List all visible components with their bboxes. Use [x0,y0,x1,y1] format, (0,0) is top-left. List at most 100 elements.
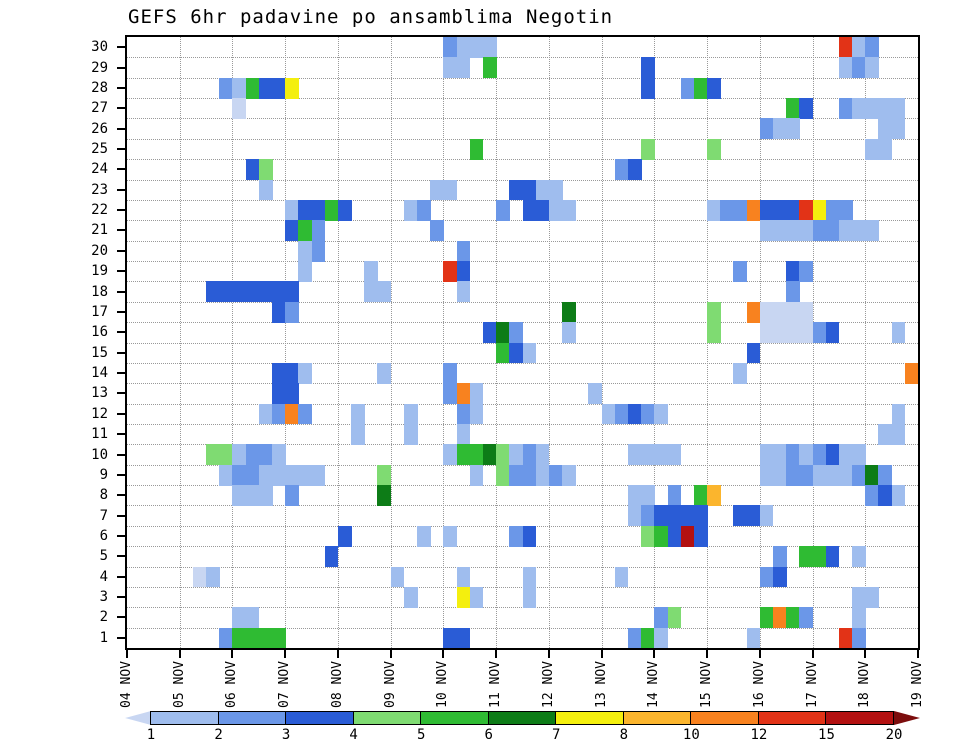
heatmap-cell [786,444,800,466]
h-gridline [127,98,918,100]
heatmap-cell [324,199,339,221]
heatmap-cell [285,301,299,323]
heatmap-cell [219,281,233,303]
heatmap-cell [562,301,576,323]
heatmap-cell [456,403,471,425]
heatmap-cell [258,77,273,99]
legend-tick-label: 6 [484,727,493,742]
heatmap-cell [891,322,906,343]
chart-title: GEFS 6hr padavine po ansamblima Negotin [128,6,614,28]
heatmap-cell [746,301,761,323]
y-tick [117,433,125,436]
y-tick-label: 2 [99,609,108,626]
heatmap-cell [759,444,774,466]
legend: 1 2 3 4 5 6 7 8 10 12 15 20 [125,711,921,742]
y-tick [117,107,125,110]
x-tick [126,650,128,658]
x-tick [284,650,287,658]
heatmap-cell [799,546,814,568]
heatmap-cell [852,627,866,648]
heatmap-cell [759,505,774,527]
heatmap-cell [786,301,800,323]
y-tick [117,148,125,151]
legend-segment [285,711,354,725]
y-tick-label: 5 [99,548,108,565]
heatmap-cell [627,159,642,181]
heatmap-cell [852,57,866,79]
heatmap-cell [285,485,299,506]
heatmap-cell [535,199,550,221]
heatmap-cell [509,342,523,364]
heatmap-cell [285,464,299,486]
heatmap-cell [680,505,695,527]
heatmap-cell [707,485,721,506]
heatmap-cell [878,485,893,506]
heatmap-cell [522,179,537,201]
heatmap-cell [443,383,458,405]
heatmap-cell [878,423,893,445]
heatmap-cell [680,77,695,99]
heatmap-cell [522,342,537,364]
legend-segment [690,711,759,725]
h-gridline [127,607,918,609]
v-gridline [232,37,234,648]
h-gridline [127,138,918,140]
heatmap-cell [285,199,299,221]
heatmap-cell [285,403,299,425]
heatmap-cell [667,525,682,547]
heatmap-cell [614,566,629,588]
y-tick [117,534,125,537]
heatmap-cell [403,199,418,221]
heatmap-cell [403,586,418,608]
legend-segment [825,711,895,725]
heatmap-cell [456,586,471,608]
heatmap-cell [627,627,642,648]
heatmap-cell [904,362,918,384]
heatmap-cell [272,403,286,425]
heatmap-cell [746,627,761,648]
y-tick-label: 19 [91,263,108,280]
heatmap-cell [812,220,827,242]
heatmap-cell [272,464,286,486]
legend-arrow-right [894,711,921,725]
x-tick [864,650,867,658]
heatmap-cell [759,199,774,221]
y-tick-label: 30 [91,39,108,56]
heatmap-cell [786,607,800,629]
heatmap-cell [733,199,748,221]
heatmap-cell [258,281,273,303]
heatmap-cell [838,98,853,119]
heatmap-cell [443,362,458,384]
heatmap-cell [509,464,523,486]
heatmap-cell [693,505,708,527]
heatmap-cell [469,383,484,405]
heatmap-cell [772,322,787,343]
heatmap-cell [377,362,392,384]
x-tick [231,650,234,658]
heatmap-cell [891,403,906,425]
v-gridline [285,37,287,648]
v-gridline [179,37,181,648]
y-tick-label: 12 [91,405,108,422]
x-tick [706,650,709,658]
heatmap-cell [535,179,550,201]
heatmap-cell [324,546,339,568]
legend-tick-label: 10 [682,727,700,742]
heatmap-cell [865,586,879,608]
heatmap-cell [838,627,853,648]
heatmap-cell [417,525,431,547]
h-gridline [127,220,918,222]
h-gridline [127,383,918,385]
heatmap-cell [852,464,866,486]
x-tick [336,650,339,658]
y-tick-label: 22 [91,202,108,219]
legend-segment [217,711,287,725]
heatmap-cell [825,444,840,466]
heatmap-cell [258,179,273,201]
y-tick-label: 23 [91,181,108,198]
heatmap-cell [311,464,326,486]
heatmap-cell [272,383,286,405]
heatmap-cell [786,98,800,119]
y-tick-label: 7 [99,507,108,524]
legend-tick-label: 8 [619,727,629,742]
